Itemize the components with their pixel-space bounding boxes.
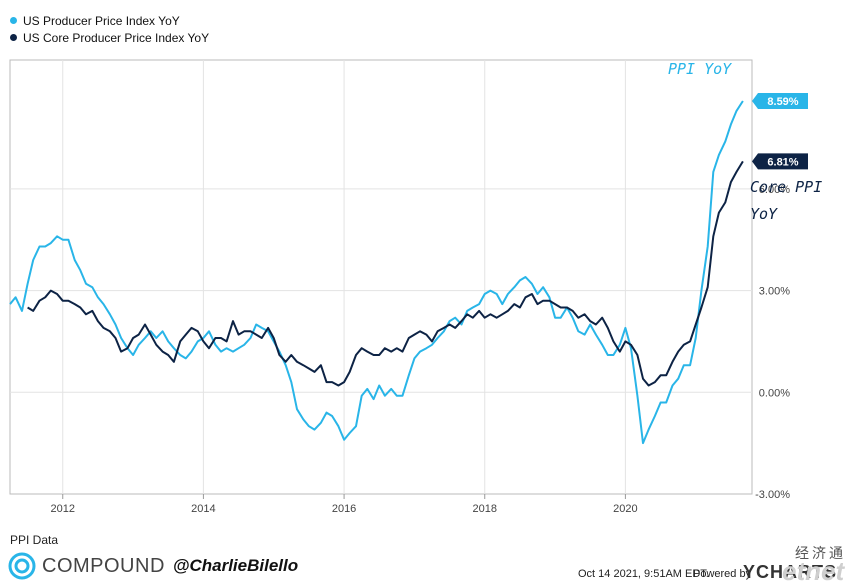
end-value-badge [752,93,808,110]
annotation-core-ppi-yoy: YoY [750,205,778,223]
legend-dot-ppi-icon [10,17,17,24]
line-chart: 6.00% 3.00% 0.00% -3.00% 2012 2014 2016 2018 20… [9,59,822,515]
end-value-badge [752,153,808,170]
legend-label-ppi: US Producer Price Index YoY [23,13,180,28]
x-tick-label: 2020 [613,503,637,515]
brand: COMPOUND @CharlieBilello [8,552,298,580]
annotation-core-ppi: Core PPI [750,178,822,196]
powered-by: Powered by [693,568,752,580]
legend: US Producer Price Index YoY US Core Prod… [10,12,209,46]
ycharts-logo: YCHARTS [743,562,838,582]
x-tick-label: 2014 [191,503,215,515]
y-tick-label: 6.00% [759,184,790,196]
legend-label-core-ppi: US Core Producer Price Index YoY [23,30,210,45]
y-tick-label: 3.00% [759,286,790,298]
series-line-core-ppi[interactable] [27,160,744,387]
legend-item-core-ppi[interactable]: US Core Producer Price Index YoY [10,29,209,46]
watermark-en: etnet [782,556,845,586]
timestamp: Oct 14 2021, 9:51AM EDT. [578,568,709,580]
legend-item-ppi[interactable]: US Producer Price Index YoY [10,12,209,29]
plot-area [9,59,753,495]
series-line-ppi[interactable] [9,100,744,445]
x-tick-label: 2018 [472,503,496,515]
y-tick-label: 0.00% [759,387,790,399]
x-tick-label: 2012 [51,503,75,515]
annotation-ppi: PPI YoY [668,60,732,78]
compound-logo-icon [8,552,36,580]
source-label: PPI Data [10,533,59,547]
twitter-handle: @CharlieBilello [172,556,299,575]
end-value-label: 8.59% [767,96,798,108]
watermark-cn: 经济通 [795,545,846,561]
brand-name: COMPOUND [42,554,165,577]
x-tick-label: 2016 [332,503,356,515]
legend-dot-core-ppi-icon [10,34,17,41]
y-tick-label: -3.00% [755,489,790,501]
end-value-label: 6.81% [767,156,798,168]
